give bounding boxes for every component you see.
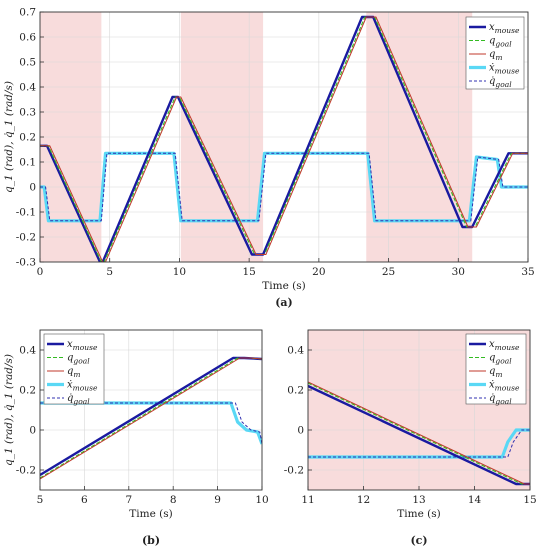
series-line-xdot_mouse bbox=[308, 428, 530, 459]
y-tick-label: 0 bbox=[297, 425, 304, 437]
y-tick-label: 0.1 bbox=[19, 157, 36, 169]
legend-box bbox=[43, 333, 105, 405]
series-group bbox=[308, 381, 530, 486]
series-line-qdot_goal bbox=[40, 152, 528, 222]
legend-label-q_goal: qgoal bbox=[489, 36, 512, 49]
y-tick-label: 0.2 bbox=[19, 132, 36, 144]
y-tick-label: -0.2 bbox=[284, 465, 304, 477]
x-tick-label: 15 bbox=[523, 494, 536, 506]
chart-caption: (b) bbox=[142, 534, 160, 547]
series-group bbox=[40, 15, 528, 262]
chart-2: 11 12 13 14 15 -0.2 0 0.2 0.4 xmouseqgoalqmẋmouse… bbox=[284, 329, 537, 547]
series-line-qdot_goal bbox=[308, 429, 530, 458]
chart-caption: (c) bbox=[410, 534, 427, 547]
x-axis-label: Time (s) bbox=[262, 280, 305, 292]
x-tick-label: 11 bbox=[301, 494, 314, 506]
chart-caption: (a) bbox=[275, 296, 293, 309]
x-tick-label: 5 bbox=[37, 494, 44, 506]
legend-label-xdot_mouse: ẋmouse bbox=[489, 63, 520, 76]
legend-label-q_goal: qgoal bbox=[489, 353, 512, 366]
legend-label-q_m: qm bbox=[67, 366, 81, 379]
x-tick-label: 5 bbox=[106, 266, 113, 278]
legend-label-x_mouse: xmouse bbox=[67, 339, 98, 352]
series-line-q_m bbox=[40, 16, 528, 262]
plot-frame bbox=[39, 329, 263, 491]
y-tick-label: 0 bbox=[29, 182, 36, 194]
plot-frame bbox=[307, 329, 531, 491]
legend-box bbox=[465, 333, 527, 405]
y-tick-label: 0.4 bbox=[19, 345, 36, 357]
x-tick-label: 12 bbox=[357, 494, 370, 506]
legend-label-xdot_mouse: ẋmouse bbox=[67, 380, 98, 393]
x-tick-label: 10 bbox=[173, 266, 186, 278]
y-tick-label: 0.6 bbox=[19, 32, 36, 44]
x-tick-label: 13 bbox=[412, 494, 425, 506]
x-tick-label: 20 bbox=[312, 266, 325, 278]
legend-label-q_m: qm bbox=[489, 366, 503, 379]
series-line-xdot_mouse bbox=[40, 401, 262, 445]
x-tick-label: 14 bbox=[468, 494, 482, 506]
y-tick-label: -0.2 bbox=[16, 232, 36, 244]
x-tick-label: 6 bbox=[81, 494, 88, 506]
y-tick-label: 0.4 bbox=[287, 345, 304, 357]
x-tick-label: 35 bbox=[521, 266, 534, 278]
series-line-qdot_goal bbox=[40, 402, 262, 445]
x-tick-label: 10 bbox=[255, 494, 268, 506]
x-tick-label: 9 bbox=[214, 494, 221, 506]
y-tick-label: 0.2 bbox=[19, 385, 36, 397]
series-line-q_m bbox=[40, 357, 262, 480]
y-axis-label: q_1 (rad), q̇_1 (rad/s) bbox=[2, 354, 15, 466]
legend-label-qdot_goal: q̇goal bbox=[67, 393, 90, 406]
legend-label-q_goal: qgoal bbox=[67, 353, 90, 366]
chart-0: 0 5 10 15 20 25 30 35 -0.3 -0.2 -0.1 0 0.1 0.2 0.3 0.4 0… bbox=[2, 7, 535, 310]
chart-1: 5 6 7 8 9 10 -0.2 0 0.2 0.4 xmouseqgoalqmẋmouseq̇g… bbox=[2, 329, 269, 547]
x-axis-label: Time (s) bbox=[129, 508, 172, 520]
series-line-q_m bbox=[308, 381, 530, 485]
y-tick-label: 0.7 bbox=[19, 7, 36, 19]
x-tick-label: 0 bbox=[37, 266, 44, 278]
x-tick-label: 30 bbox=[452, 266, 465, 278]
y-tick-label: 0.3 bbox=[19, 107, 36, 119]
y-tick-label: -0.2 bbox=[16, 465, 36, 477]
legend-label-x_mouse: xmouse bbox=[489, 339, 520, 352]
y-axis-label: q_1 (rad), q̇_1 (rad/s) bbox=[2, 81, 15, 193]
series-group bbox=[40, 356, 262, 480]
x-tick-label: 25 bbox=[382, 266, 395, 278]
legend-label-qdot_goal: q̇goal bbox=[489, 393, 512, 406]
legend-label-qdot_goal: q̇goal bbox=[489, 76, 512, 89]
y-tick-label: 0.2 bbox=[287, 385, 304, 397]
y-tick-label: 0.4 bbox=[19, 82, 36, 94]
legend-label-q_m: qm bbox=[489, 49, 503, 62]
y-tick-label: 0 bbox=[29, 425, 36, 437]
x-axis-label: Time (s) bbox=[397, 508, 440, 520]
y-tick-label: 0.5 bbox=[19, 57, 36, 69]
legend-box bbox=[465, 16, 525, 90]
y-tick-label: -0.1 bbox=[16, 207, 36, 219]
plot-frame bbox=[39, 11, 529, 263]
legend-label-x_mouse: xmouse bbox=[489, 22, 520, 35]
x-tick-label: 15 bbox=[242, 266, 255, 278]
x-tick-label: 7 bbox=[125, 494, 132, 506]
x-tick-label: 8 bbox=[170, 494, 177, 506]
y-tick-label: -0.3 bbox=[16, 257, 36, 269]
legend-label-xdot_mouse: ẋmouse bbox=[489, 380, 520, 393]
